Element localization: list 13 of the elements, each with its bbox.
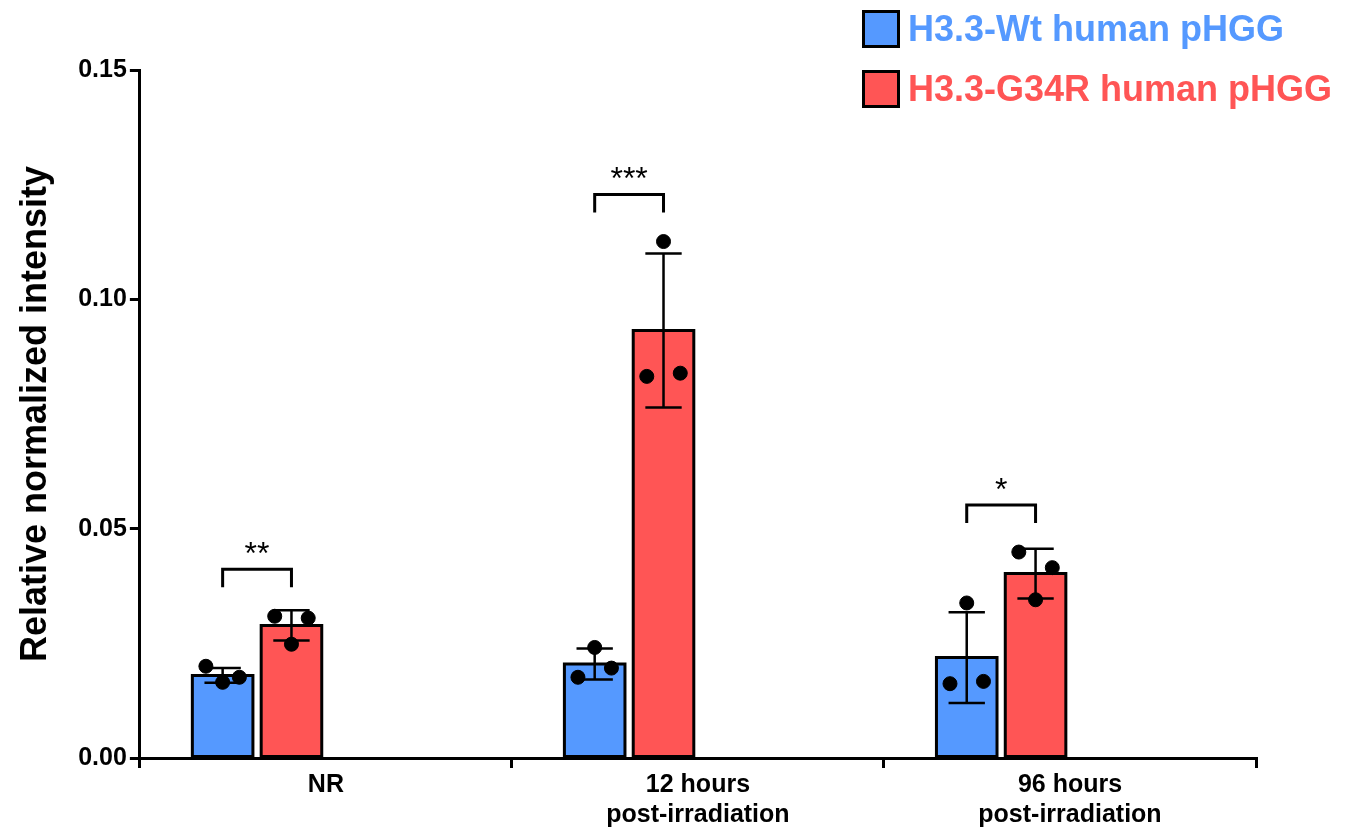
- y-tick-label: 0.10: [78, 283, 127, 312]
- y-axis-title: Relative normalized intensity: [12, 165, 54, 663]
- legend-label: H3.3-G34R human pHGG: [907, 68, 1332, 110]
- y-tick-label: 0.00: [78, 741, 127, 770]
- annotation: ***: [610, 160, 648, 197]
- annotation: **: [244, 535, 270, 572]
- x-tick-label: 12 hours post-irradiation: [606, 768, 790, 827]
- y-tick-label: 0.05: [78, 512, 127, 541]
- annotation: *: [994, 470, 1008, 507]
- x-tick-label: 96 hours post-irradiation: [978, 768, 1162, 827]
- y-tick-label: 0.15: [78, 53, 127, 82]
- x-tick-label: NR: [307, 768, 344, 797]
- legend-label: H3.3-Wt human pHGG: [907, 8, 1284, 50]
